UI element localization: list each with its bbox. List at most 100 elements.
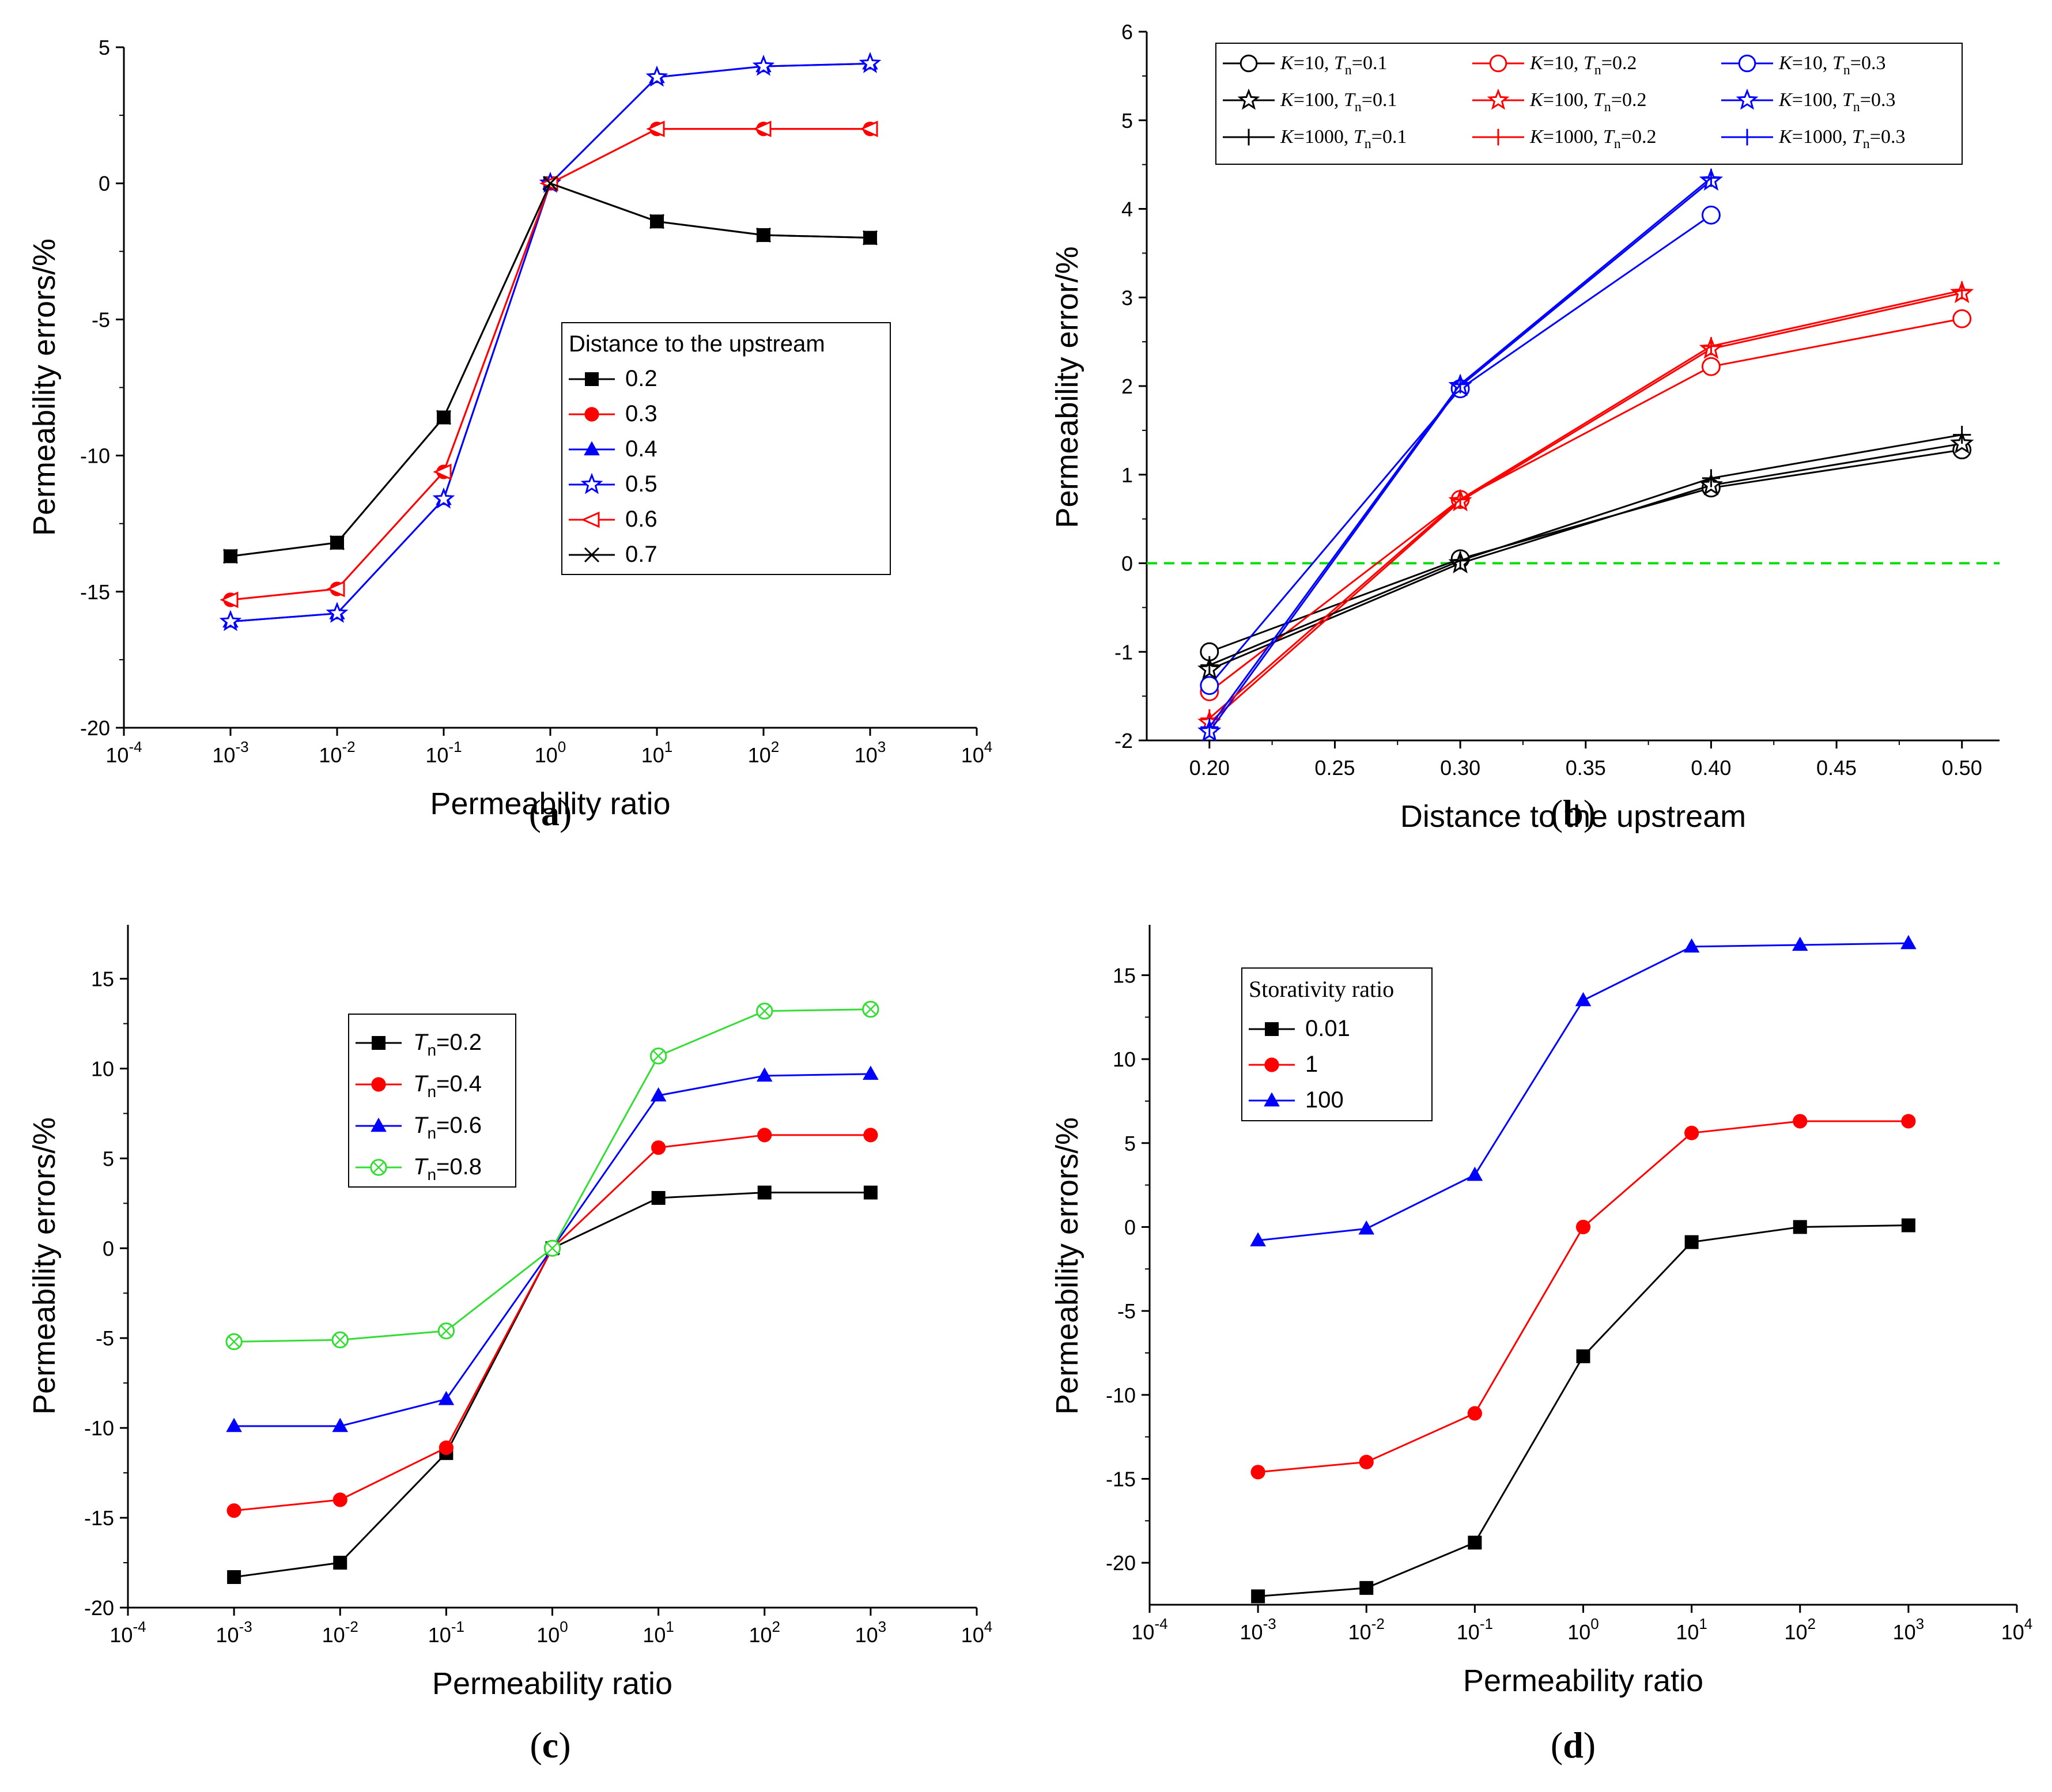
legend-item: K=1000, Tn=0.1	[1223, 126, 1407, 152]
x-tick-label: 103	[1893, 1615, 1925, 1644]
x-tick-label: 10-3	[212, 738, 248, 767]
y-tick-label: -20	[80, 716, 110, 740]
legend-item: Tn=0.8	[356, 1154, 482, 1184]
label-text: =0.2	[436, 1030, 482, 1055]
x-tick-label: 100	[535, 738, 566, 767]
marker-stroke	[649, 214, 665, 229]
x-tick-label: 10-3	[216, 1618, 252, 1647]
y-tick-label: -5	[96, 1326, 114, 1350]
tick-exponent: -1	[448, 738, 462, 755]
series-1	[1250, 1114, 1916, 1480]
y-axis-label: Permeability errors/%	[27, 239, 62, 536]
tick-exponent: -2	[1371, 1615, 1385, 1632]
label-sub: n	[427, 1041, 436, 1059]
legend-marker	[585, 372, 599, 386]
legend-marker	[584, 547, 600, 563]
legend-title: Distance to the upstream	[569, 331, 825, 357]
data-point	[1468, 1536, 1482, 1550]
y-tick-label: -15	[1106, 1467, 1136, 1491]
y-tick-label: 0	[99, 172, 110, 195]
y-tick-label: -10	[1106, 1383, 1136, 1407]
data-point	[1575, 1219, 1591, 1235]
legend-item: K=100, Tn=0.3	[1721, 88, 1895, 115]
data-point	[756, 1002, 773, 1020]
data-point	[646, 120, 665, 138]
x-tick-label: 103	[855, 1618, 887, 1647]
y-tick-label: 15	[91, 967, 114, 991]
marker-stroke	[755, 227, 772, 243]
legend-item: 0.6	[569, 506, 657, 532]
tick-base: 10	[428, 1623, 451, 1647]
data-point	[863, 1128, 878, 1143]
tick-base: 10	[748, 743, 771, 767]
tick-base: 10	[855, 743, 878, 767]
label-sub: n	[1365, 137, 1371, 152]
tick-base: 10	[961, 1623, 984, 1647]
legend-item: Tn=0.4	[356, 1071, 482, 1101]
data-point	[863, 1065, 879, 1080]
label-sub: n	[427, 1166, 436, 1184]
legend: K=10, Tn=0.1 K=10, Tn=0.2 K=10, Tn=0.3 K=10…	[1215, 43, 1963, 165]
series-100	[1250, 935, 1917, 1246]
data-point	[1701, 205, 1721, 225]
tick-exponent: 0	[1590, 1615, 1598, 1632]
label-text: =0.1	[1362, 89, 1397, 111]
tick-base: 10	[212, 743, 235, 767]
legend-marker	[1736, 88, 1759, 110]
paren: (	[1551, 1725, 1563, 1765]
data-point	[757, 1185, 772, 1200]
data-point	[863, 1185, 878, 1200]
tick-exponent: 0	[560, 1618, 568, 1635]
data-point	[432, 487, 455, 509]
tick-exponent: 3	[878, 1618, 886, 1635]
tick-exponent: 1	[664, 738, 672, 755]
x-tick-label: 101	[641, 738, 673, 767]
series-line	[234, 1008, 871, 1343]
legend-box	[1215, 43, 1963, 165]
tick-exponent: -4	[133, 1618, 146, 1635]
panel-label: (a)	[529, 792, 572, 833]
legend-item: K=10, Tn=0.2	[1472, 52, 1637, 78]
data-point	[862, 230, 878, 245]
tick-exponent: -3	[239, 1618, 252, 1635]
series-tn-0-8	[225, 1000, 879, 1351]
y-tick-label: 4	[1121, 198, 1133, 221]
label-sub: n	[1355, 100, 1362, 115]
data-point	[329, 535, 345, 550]
legend-marker	[1264, 1057, 1279, 1072]
data-point	[220, 591, 239, 608]
tick-base: 10	[105, 743, 129, 767]
data-point	[1702, 469, 1721, 487]
data-point	[651, 1191, 666, 1205]
data-point	[542, 176, 558, 191]
legend-label: K=10, Tn=0.1	[1280, 52, 1387, 78]
tick-exponent: 4	[2024, 1615, 2032, 1632]
legend-marker	[1264, 1092, 1280, 1107]
marker-stroke	[222, 549, 239, 564]
data-point	[1701, 357, 1721, 376]
data-point	[1953, 281, 1971, 300]
tick-base: 10	[2001, 1620, 2024, 1644]
y-tick-label: 6	[1121, 20, 1133, 44]
paren: )	[558, 1725, 570, 1765]
legend-marker	[584, 407, 599, 422]
label-text: =0.3	[1850, 52, 1886, 74]
data-point	[1451, 490, 1469, 509]
paren: (	[530, 1725, 542, 1765]
tick-exponent: -4	[1154, 1615, 1167, 1632]
tick-base: 10	[855, 1623, 878, 1647]
chart-panel-b: 6 5 4 3 2 1 0 -1 -2 0.20 0.25 0.30 0.35 0.40 0.45 0.50 D…	[1050, 20, 2000, 834]
x-tick-label: 10-2	[322, 1618, 358, 1647]
marker-stroke	[546, 1242, 558, 1254]
data-point	[326, 602, 349, 623]
legend-marker	[1487, 88, 1510, 110]
legend-label: 0.6	[625, 506, 657, 532]
legend-label: K=10, Tn=0.3	[1778, 52, 1885, 78]
y-tick-label: -20	[84, 1596, 114, 1620]
legend-label: 0.3	[625, 401, 657, 426]
legend-marker	[372, 1036, 386, 1050]
label-var: K	[1280, 126, 1295, 148]
label-sub: n	[1843, 63, 1850, 78]
legend-item: 0.5	[569, 471, 657, 497]
